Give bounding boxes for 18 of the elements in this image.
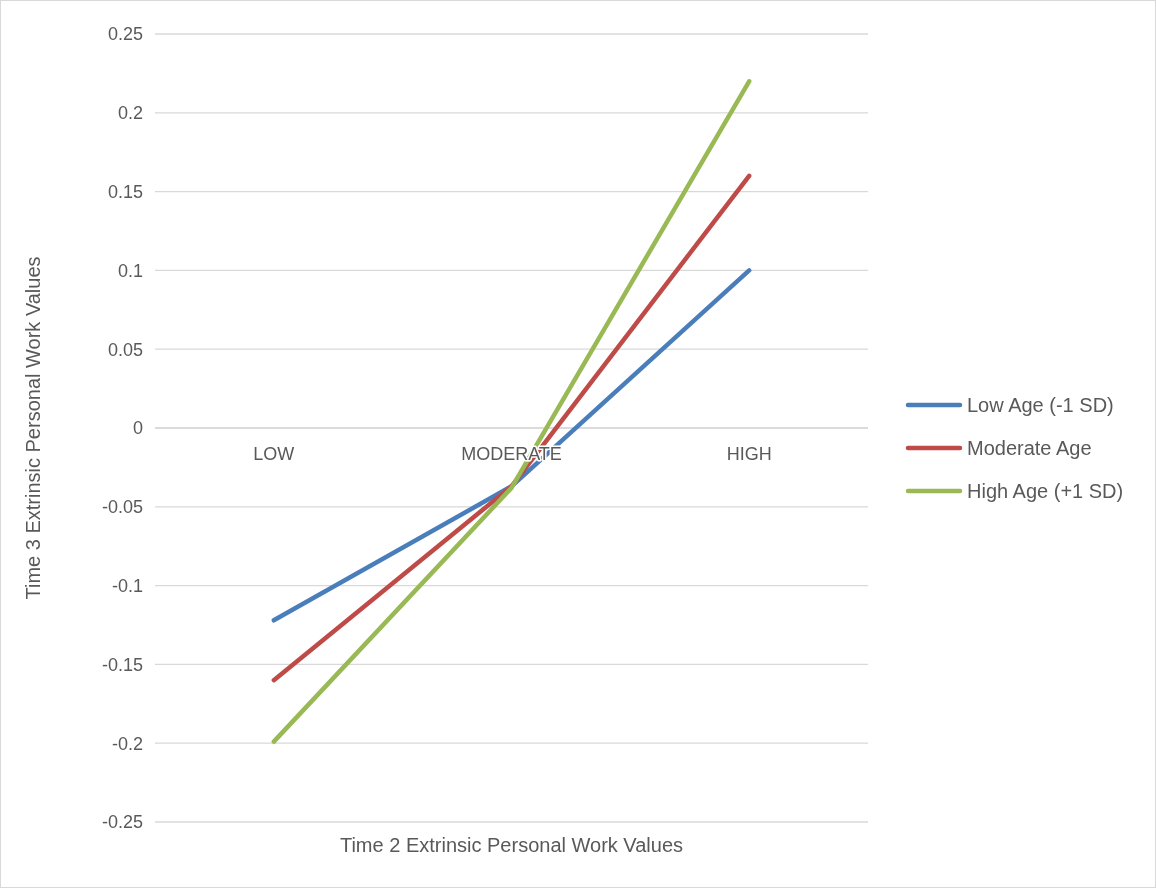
y-tick-label: 0.1: [117, 260, 143, 281]
legend-label: Moderate Age: [967, 437, 1092, 459]
y-axis-title: Time 3 Extrinsic Personal Work Values: [22, 256, 44, 600]
y-tick-label: 0.25: [107, 24, 143, 45]
y-tick-label: 0: [132, 418, 143, 439]
y-tick-label: -0.15: [101, 654, 143, 675]
legend-label: High Age (+1 SD): [967, 480, 1124, 502]
y-tick-label: -0.25: [101, 812, 143, 833]
y-tick-label: -0.05: [101, 497, 143, 518]
y-tick-label: -0.1: [111, 575, 143, 596]
x-axis-title: Time 2 Extrinsic Personal Work Values: [339, 834, 684, 856]
y-tick-label: 0.2: [117, 103, 143, 124]
y-tick-label: -0.2: [111, 733, 143, 754]
x-tick-label: HIGH: [726, 444, 772, 464]
y-tick-label: 0.05: [107, 339, 143, 360]
legend-label: Low Age (-1 SD): [967, 394, 1114, 416]
x-tick-label: LOW: [253, 444, 295, 464]
y-tick-label: 0.15: [107, 181, 143, 202]
